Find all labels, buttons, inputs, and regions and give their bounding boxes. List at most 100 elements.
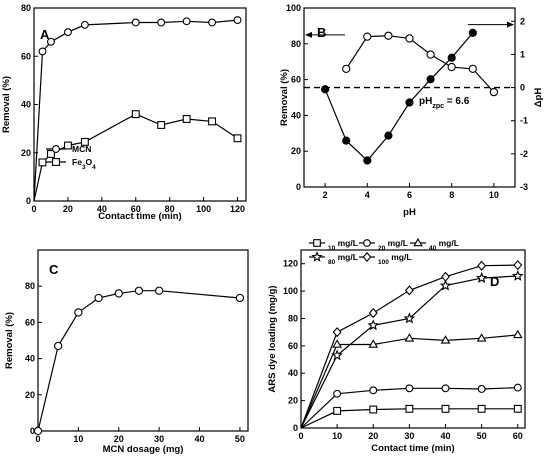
panel-a-series-1-point	[208, 117, 217, 126]
panel-c-ytick-label: 40	[25, 354, 35, 364]
panel-c-ytick-label: 0	[30, 426, 35, 436]
panel-a-ytick-label: 0	[26, 196, 31, 206]
panel-d-series-1-point	[369, 386, 378, 395]
panel-b-series-1-point	[468, 28, 477, 37]
panel-d-xtick-label: 60	[513, 431, 523, 441]
panel-c-series-0-point	[114, 289, 123, 298]
panel-b-series-0-point	[447, 62, 456, 72]
panel-d-series-1-point	[333, 389, 342, 398]
panel-a-xtick-label: 120	[230, 204, 245, 214]
panel-b-series-0-point	[405, 34, 414, 43]
panel-a-xtick-label: 60	[131, 204, 141, 214]
panel-d-legend-marker	[311, 251, 323, 262]
panel-d-series-1-point	[513, 383, 522, 392]
panel-a-ytick-label: 40	[21, 100, 31, 110]
panel-b-y2tick-label: 2	[520, 16, 525, 26]
panel-d-legend-label: 100 mg/L	[378, 252, 412, 266]
panel-b-ytick-label: 20	[291, 146, 301, 156]
panel-d-series-4-point	[441, 271, 450, 282]
panel-d-series-2-point	[512, 329, 523, 339]
panel-d-series-4-point	[477, 260, 487, 271]
panel-d-series-0-point	[405, 404, 414, 413]
panel-d-series-4-point	[368, 307, 378, 319]
panel-d-xtick-label: 40	[441, 431, 451, 441]
panel-c-ytick-label: 20	[25, 390, 35, 400]
panel-d-series-4-point	[404, 285, 414, 296]
panel-b-series-1-point	[384, 131, 393, 140]
panel-b-series-0-point	[342, 64, 351, 74]
panel-b-ytick-label: 60	[291, 75, 301, 85]
panel-b-series-1-point	[363, 156, 372, 165]
panel-b-y2tick-label: -2	[520, 149, 528, 159]
panel-b-y2tick-label: -1	[520, 116, 528, 126]
panel-c-series-0-point	[54, 341, 63, 351]
panel-d-legend-label: 80 mg/L	[328, 252, 358, 266]
panel-c-frame	[37, 249, 249, 432]
panel-b-series-0-point	[489, 87, 499, 97]
panel-a-series-0-point	[80, 20, 89, 29]
panel-c-xtick-label: 10	[73, 434, 83, 444]
panel-b-pzc-annotation: pHzpc = 6.6	[419, 96, 470, 110]
panel-b-xtick-label: 2	[323, 190, 328, 200]
panel-d-ytick-label: 100	[283, 286, 298, 296]
panel-b-y2tick-label: -3	[520, 182, 528, 192]
panel-d-ytick-label: 120	[283, 259, 298, 269]
panel-b-series-1-point	[447, 53, 456, 62]
panel-a-series-1-point	[80, 137, 89, 146]
panel-d-series-2-point	[476, 333, 487, 342]
panel-d-series-2-point	[368, 339, 379, 348]
panel-d-series-3-point	[475, 272, 488, 283]
panel-c-letter: C	[49, 262, 59, 277]
panel-a-series-1-point	[131, 110, 140, 119]
panel-d-ytick-label: 40	[288, 368, 298, 378]
panel-d-legend-marker	[313, 239, 321, 247]
panel-c-series-0-point	[94, 293, 103, 303]
panel-d-xtick-label: 30	[404, 431, 414, 441]
panel-d-series-1-point	[477, 385, 486, 393]
panel-b-ytick-label: 0	[296, 182, 301, 192]
panel-b-xtick-label: 4	[365, 190, 370, 200]
panel-a-series-0-point	[38, 47, 47, 56]
panel-d-legend-label: 20 mg/L	[378, 238, 408, 252]
panel-a-letter: A	[40, 27, 50, 42]
panel-a-series-0-point	[131, 18, 140, 27]
panel-b-series-1-line	[324, 32, 474, 162]
panel-a-frame	[33, 7, 247, 202]
panel-d-ytick-label: 60	[288, 341, 298, 351]
panel-a-xtick-label: 20	[63, 204, 73, 214]
panel-a-ytick-label: 80	[21, 3, 31, 13]
panel-d-ytick-label: 0	[293, 423, 298, 433]
panel-a-legend-marker	[52, 158, 60, 166]
panel-d-xtick-label: 0	[298, 431, 303, 441]
panel-d-legend-label: 40 mg/L	[429, 238, 459, 252]
panel-b-series-1-point	[405, 98, 414, 107]
panel-d-series-2-point	[440, 335, 451, 344]
panel-b-series-0-point	[363, 32, 372, 41]
panel-d-series-3-point	[331, 349, 343, 361]
panel-d-legend-marker	[363, 239, 371, 247]
panel-a-series-1-point	[47, 150, 55, 158]
panel-b-series-1-point	[426, 75, 435, 84]
panel-d-series-3-point	[403, 312, 416, 324]
panel-c-series-0-point	[235, 293, 245, 303]
panel-d-series-0-point	[513, 404, 522, 413]
panel-d-xtick-label: 50	[477, 431, 487, 441]
panel-b-series-0-line	[345, 35, 495, 93]
panel-b-y2tick-label: 0	[520, 83, 525, 93]
panel-a-legend-label: Fe3O4	[72, 157, 96, 171]
panel-b-xtick-label: 8	[449, 190, 454, 200]
panel-c-ytick-label: 80	[25, 281, 35, 291]
panel-a-xtick-label: 0	[31, 204, 36, 214]
panel-b-ylabel: Removal (%)	[279, 69, 290, 126]
panel-a-ytick-label: 20	[21, 148, 31, 158]
panel-d-ytick-label: 20	[288, 396, 298, 406]
panel-d-letter: D	[490, 274, 499, 289]
panel-b-ytick-label: 80	[291, 39, 301, 49]
panel-d-legend-marker	[362, 252, 372, 262]
panel-d-legend-marker	[413, 237, 423, 247]
panel-c-xlabel: MCN dosage (mg)	[103, 444, 184, 455]
panel-c-series-0-line	[37, 290, 240, 432]
panel-b-y2label: ΔpH	[533, 88, 544, 108]
panel-c-xtick-label: 50	[235, 434, 245, 444]
panel-d-ytick-label: 80	[288, 313, 298, 323]
